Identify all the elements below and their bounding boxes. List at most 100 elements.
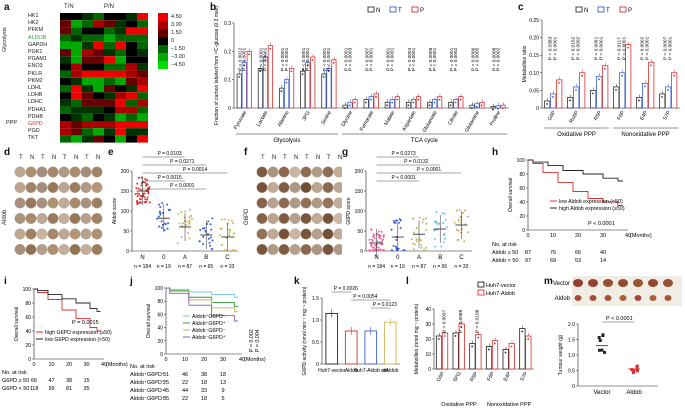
- data-point: [166, 227, 169, 230]
- p-value: P = 0.0026: [334, 286, 358, 292]
- data-point: [454, 335, 457, 337]
- ihc-aldob-cores: [14, 166, 103, 255]
- y-tick-label: 0: [28, 357, 31, 363]
- ihc-col-label: T: [283, 155, 287, 161]
- data-point: [382, 236, 385, 239]
- panel-label-j: j: [130, 276, 133, 287]
- tumour-image: [664, 295, 672, 301]
- bar: [508, 343, 515, 370]
- data-point: [397, 221, 400, 224]
- panel-label-f: f: [244, 147, 248, 158]
- heatmap-cell: [93, 113, 104, 121]
- tissue-core: [69, 243, 81, 255]
- risk-value: 66: [31, 378, 37, 384]
- data-point: [370, 243, 373, 246]
- data-point: [371, 246, 374, 249]
- heatmap-cell: [126, 77, 137, 85]
- data-point: [631, 371, 635, 375]
- tissue-core: [36, 197, 48, 209]
- heatmap-gene-label: LDHL: [28, 85, 42, 91]
- tissue-core: [14, 197, 26, 209]
- data-point: [188, 216, 191, 219]
- heatmap-cell: [126, 49, 137, 57]
- tissue-core: [333, 244, 342, 255]
- tissue-core: [36, 228, 48, 240]
- data-point: [443, 335, 446, 337]
- tissue-core: [47, 166, 59, 178]
- data-point: [181, 224, 184, 227]
- data-point: [407, 104, 410, 107]
- heatmap-cell: [60, 113, 71, 121]
- p-value: P = 0.0007: [663, 36, 669, 60]
- heatmap-gene-label: PDHA1: [28, 106, 46, 113]
- data-point: [161, 201, 164, 204]
- p-value: P = 0.0015: [72, 320, 99, 326]
- heatmap-cell: [126, 99, 137, 107]
- heatmap-gene-label: HK1: [28, 13, 39, 19]
- data-point: [146, 198, 149, 201]
- data-point: [598, 78, 600, 81]
- x-tick-label: 10: [182, 357, 188, 363]
- data-point: [375, 95, 377, 98]
- tissue-core: [333, 213, 342, 224]
- heatmap-cell: [137, 128, 148, 136]
- tissue-core: [25, 182, 37, 194]
- p-value: P = 0.0002: [640, 36, 646, 60]
- tissue-core: [69, 197, 81, 209]
- data-point: [569, 99, 571, 102]
- risk-value: 53: [575, 258, 581, 264]
- data-point: [650, 64, 652, 67]
- p-value: P = 0.0015: [157, 175, 181, 181]
- data-point: [198, 240, 201, 243]
- data-point: [411, 242, 414, 245]
- survival-curve: [34, 288, 101, 332]
- heatmap-cell: [126, 128, 137, 136]
- data-point: [365, 101, 367, 104]
- data-point: [435, 221, 438, 224]
- tissue-core: [278, 182, 290, 194]
- y-tick-label: 1.5: [312, 296, 319, 302]
- x-tick-label: Glycine: [340, 110, 354, 128]
- tissue-core: [267, 197, 279, 209]
- heatmap-cell: [115, 128, 126, 136]
- tissue-core: [300, 197, 312, 209]
- heatmap-grid: [60, 13, 148, 143]
- x-tick-label: Vector: [593, 390, 610, 396]
- heatmap-cell: [71, 113, 82, 121]
- data-point: [199, 228, 202, 231]
- y-tick-label: 0.25: [529, 18, 539, 24]
- bar: [625, 44, 632, 109]
- data-point: [186, 220, 189, 223]
- ihc-col-label: N: [316, 155, 321, 161]
- panel-label-c: c: [518, 2, 524, 13]
- p-value: P = 0.0271: [170, 159, 194, 165]
- data-point: [209, 223, 212, 226]
- data-point: [459, 98, 462, 101]
- data-point: [397, 247, 400, 250]
- tumour-image: [573, 279, 583, 287]
- heatmap-cell: [115, 20, 126, 28]
- heatmap-cell: [71, 128, 82, 136]
- y-axis-label: G6PD score: [346, 197, 352, 224]
- heatmap-cell: [60, 27, 71, 35]
- data-point: [635, 369, 639, 373]
- tissue-core: [80, 166, 92, 178]
- data-point: [377, 233, 380, 236]
- panel-label-l: l: [406, 276, 409, 287]
- ihc-col-label: T: [85, 155, 89, 161]
- ihc-col-label: N: [52, 155, 57, 161]
- legend-swatch: [477, 281, 485, 288]
- heatmap-cell: [82, 113, 93, 121]
- y-tick-label: 0.1: [224, 78, 231, 84]
- data-point: [376, 240, 379, 243]
- tumour-image: [603, 279, 613, 287]
- bar: [495, 105, 501, 109]
- x-tick-label: E4P: [503, 371, 513, 383]
- data-point: [428, 104, 431, 107]
- data-point: [228, 234, 231, 237]
- x-tick-label: 40: [625, 233, 631, 239]
- bar: [373, 93, 379, 109]
- y-tick-label: 200: [355, 169, 364, 175]
- y-tick-label: 60: [157, 312, 163, 318]
- data-point: [162, 212, 165, 215]
